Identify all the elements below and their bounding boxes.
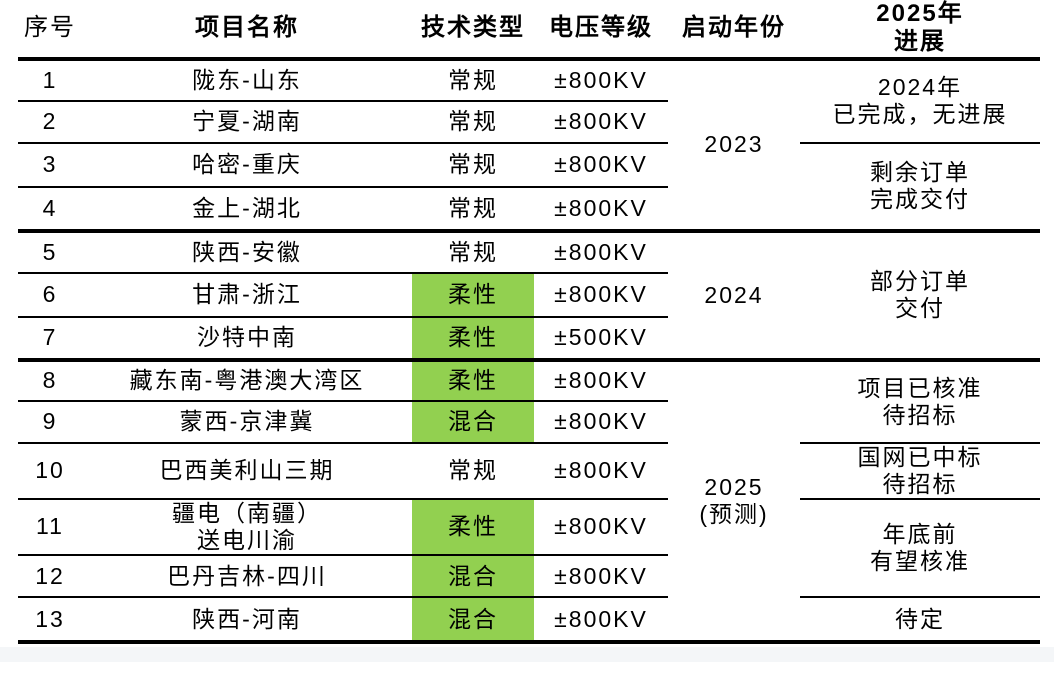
cell-tech-type: 柔性 [412,316,534,362]
cell-voltage: ±800KV [534,442,668,500]
cell-tech-type: 混合 [412,597,534,645]
cell-tech-type: 常规 [412,142,534,188]
cell-project-name: 甘肃-浙江 [82,272,412,318]
cell-tech-type: 柔性 [412,359,534,402]
table-row: 11 疆电（南疆） 送电川渝 柔性 ±800KV 年底前 有望核准 [18,497,1040,598]
cell-tech-type: 柔性 [412,498,534,557]
cell-index: 12 [18,555,82,599]
uhv-projects-table: 序号 项目名称 技术类型 电压等级 启动年份 2025年 进展 1 陇东-山东 … [18,0,1040,645]
cell-voltage: ±800KV [534,58,668,102]
cell-voltage: ±800KV [534,100,668,144]
col-header-name: 项目名称 [82,0,412,61]
cell-progress: 待定 [800,596,1040,645]
table-row: 3 哈密-重庆 常规 ±800KV 剩余订单 完成交付 [18,141,1040,233]
cell-index: 5 [18,230,82,274]
cell-tech-type: 常规 [412,58,534,102]
table-row: 4 金上-湖北 常规 ±800KV [18,186,1040,233]
cell-voltage: ±800KV [534,555,668,599]
cell-voltage: ±800KV [534,597,668,645]
table-row: 10 巴西美利山三期 常规 ±800KV 国网已中标 待招标 [18,441,1040,500]
table-row: 13 陕西-河南 混合 ±800KV 待定 [18,596,1040,645]
cell-tech-type: 柔性 [412,272,534,318]
col-header-year: 启动年份 [668,0,800,61]
cell-project-name: 沙特中南 [82,316,412,362]
cell-index: 9 [18,400,82,444]
cell-index: 8 [18,359,82,402]
cell-project-name: 藏东南-粤港澳大湾区 [82,359,412,402]
cell-progress: 2024年 已完成，无进展 [832,74,1008,128]
table-row: 2 宁夏-湖南 常规 ±800KV [18,100,1040,144]
cell-project-name: 陕西-河南 [82,597,412,645]
header-row: 序号 项目名称 技术类型 电压等级 启动年份 2025年 进展 [18,0,1040,61]
cell-voltage: ±800KV [534,498,668,557]
cell-voltage: ±800KV [534,142,668,188]
cell-progress: 项目已核准 待招标 [857,374,983,428]
cell-index: 7 [18,316,82,362]
table-row: 5 陕西-安徽 常规 ±800KV 2024 部分订单 交付 [18,230,1040,362]
cell-project-name: 金上-湖北 [82,186,412,233]
col-header-index: 序号 [18,0,82,61]
cell-index: 11 [18,498,82,557]
cell-project-name: 巴丹吉林-四川 [82,555,412,599]
table-row: 7 沙特中南 柔性 ±500KV [18,316,1040,362]
cell-tech-type: 混合 [412,555,534,599]
footer-strip [0,647,1054,663]
cell-index: 13 [18,597,82,645]
col-header-tech: 技术类型 [412,0,534,61]
cell-progress: 剩余订单 完成交付 [800,141,1040,233]
cell-voltage: ±500KV [534,316,668,362]
cell-tech-type: 常规 [412,442,534,500]
cell-tech-type: 常规 [412,230,534,274]
table-row: 8 藏东南-粤港澳大湾区 柔性 ±800KV 2025 (预测) 项目已核准 待… [18,359,1040,645]
cell-tech-type: 常规 [412,186,534,233]
cell-project-name: 蒙西-京津冀 [82,400,412,444]
cell-index: 10 [18,442,82,500]
cell-progress: 部分订单 交付 [800,230,1040,362]
cell-start-year: 2023 [668,58,800,233]
cell-index: 4 [18,186,82,233]
cell-voltage: ±800KV [534,359,668,402]
cell-project-name: 巴西美利山三期 [82,442,412,500]
cell-project-name: 哈密-重庆 [82,142,412,188]
cell-project-name: 疆电（南疆） 送电川渝 [82,498,412,557]
cell-voltage: ±800KV [534,272,668,318]
cell-tech-type: 常规 [412,100,534,144]
cell-project-name: 陕西-安徽 [82,230,412,274]
table-row: 9 蒙西-京津冀 混合 ±800KV [18,400,1040,444]
cell-voltage: ±800KV [534,186,668,233]
table-row: 12 巴丹吉林-四川 混合 ±800KV [18,555,1040,599]
cell-project-name: 陇东-山东 [82,58,412,102]
cell-start-year: 2024 [668,230,800,362]
table-row: 1 陇东-山东 常规 ±800KV 2023 2024年 已完成，无进展 [18,58,1040,233]
cell-voltage: ±800KV [534,400,668,444]
cell-index: 3 [18,142,82,188]
cell-index: 6 [18,272,82,318]
cell-index: 2 [18,100,82,144]
cell-tech-type: 混合 [412,400,534,444]
cell-progress: 国网已中标 待招标 [800,441,1040,499]
cell-index: 1 [18,58,82,102]
cell-project-name: 宁夏-湖南 [82,100,412,144]
cell-start-year: 2025 (预测) [668,359,800,645]
cell-progress: 年底前 有望核准 [800,497,1040,598]
col-header-voltage: 电压等级 [534,0,668,61]
col-header-progress: 2025年 进展 [800,0,1040,61]
cell-voltage: ±800KV [534,230,668,274]
table-row: 6 甘肃-浙江 柔性 ±800KV [18,272,1040,318]
